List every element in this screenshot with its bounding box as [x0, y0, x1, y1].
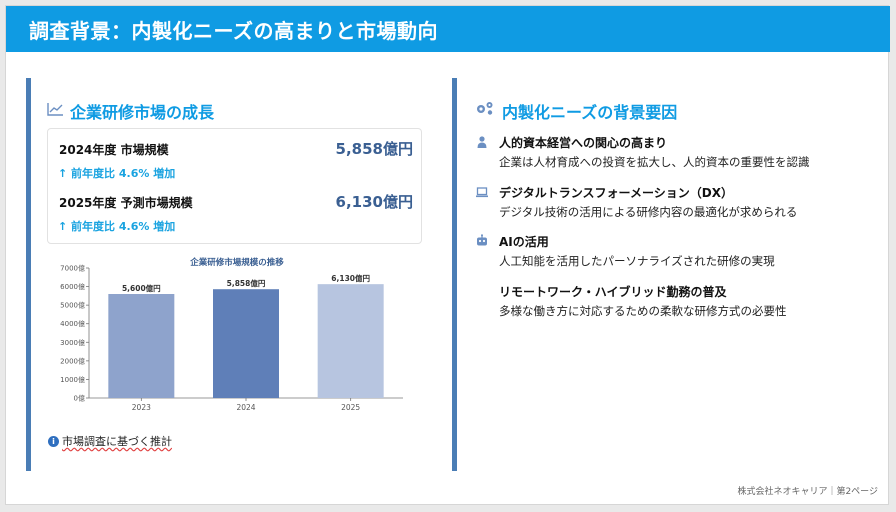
header-bar: 調査背景：内製化ニーズの高まりと市場動向 — [6, 6, 890, 52]
y-tick-label: 5000億 — [60, 301, 85, 310]
market-growth-panel: 企業研修市場の成長 2024年度 市場規模 5,858億円 ↑ 前年度比 4.6… — [26, 78, 436, 471]
bar-2024 — [213, 289, 279, 398]
x-tick-label-2024: 2024 — [236, 403, 255, 412]
factor-title: リモートワーク・ハイブリッド勤務の普及 — [499, 285, 727, 299]
factor-title: デジタルトランスフォーメーション（DX） — [499, 186, 734, 200]
market-growth-title: 企業研修市場の成長 — [70, 103, 215, 122]
data-label-2024: 5,858億円 — [227, 278, 266, 288]
y-tick-label: 0億 — [74, 394, 85, 403]
info-icon: i — [48, 435, 59, 447]
factor-desc: 多様な働き方に対応するための柔軟な研修方式の必要性 — [499, 304, 787, 318]
y-tick-label: 4000億 — [60, 319, 85, 328]
y-tick-label: 7000億 — [60, 264, 85, 273]
y-tick-label: 3000億 — [60, 338, 85, 347]
factor-desc: 人工知能を活用したパーソナライズされた研修の実現 — [499, 254, 775, 268]
factor-desc: 企業は人材育成への投資を拡大し、人的資本の重要性を認識 — [499, 155, 810, 169]
insourcing-factors-panel: 内製化ニーズの背景要因 人的資本経営への関心の高まり 企業は人材育成への投資を拡… — [452, 78, 870, 471]
insourcing-factors-title: 内製化ニーズの背景要因 — [502, 103, 678, 122]
data-label-2023: 5,600億円 — [122, 283, 161, 293]
y-tick-label: 2000億 — [60, 356, 85, 365]
line-chart-icon — [47, 103, 63, 116]
stat-value-2024: 5,858億円 — [335, 140, 413, 158]
market-size-chart: 企業研修市場規模の推移 0億 1000億 2000億 3000億 4000億 5000億 60… — [60, 257, 403, 412]
page-title: 調査背景：内製化ニーズの高まりと市場動向 — [29, 19, 438, 43]
y-tick-label: 1000億 — [60, 375, 85, 384]
robot-icon — [477, 234, 487, 246]
factor-title: 人的資本経営への関心の高まり — [499, 136, 668, 150]
footer-text: 株式会社ネオキャリア｜第2ページ — [737, 487, 878, 497]
x-tick-label-2025: 2025 — [341, 403, 360, 412]
stats-box: 2024年度 市場規模 5,858億円 ↑ 前年度比 4.6% 増加 2025年… — [47, 128, 422, 244]
data-label-2025: 6,130億円 — [331, 273, 370, 283]
stat-label-2025: 2025年度 予測市場規模 — [59, 196, 193, 210]
bar-2025 — [317, 284, 384, 398]
x-tick-label-2023: 2023 — [132, 403, 151, 412]
stat-value-2025: 6,130億円 — [335, 193, 413, 211]
stat-change-2024: ↑ 前年度比 4.6% 増加 — [58, 167, 176, 180]
slide: 調査背景：内製化ニーズの高まりと市場動向 企業研修市場の成長 2024年度 市場… — [5, 5, 890, 505]
factor-title: AIの活用 — [499, 235, 549, 249]
gears-icon — [477, 102, 493, 115]
bar-2023 — [108, 294, 175, 398]
factor-desc: デジタル技術の活用による研修内容の最適化が求められる — [499, 205, 798, 219]
source-note: i 市場調査に基づく推計 — [48, 433, 172, 449]
source-note-text: 市場調査に基づく推計 — [62, 435, 172, 448]
stat-change-2025: ↑ 前年度比 4.6% 増加 — [58, 220, 176, 233]
y-tick-label: 6000億 — [60, 282, 85, 291]
chart-title: 企業研修市場規模の推移 — [189, 257, 284, 268]
person-icon — [477, 136, 487, 148]
stat-label-2024: 2024年度 市場規模 — [59, 143, 169, 157]
laptop-icon — [476, 187, 488, 198]
